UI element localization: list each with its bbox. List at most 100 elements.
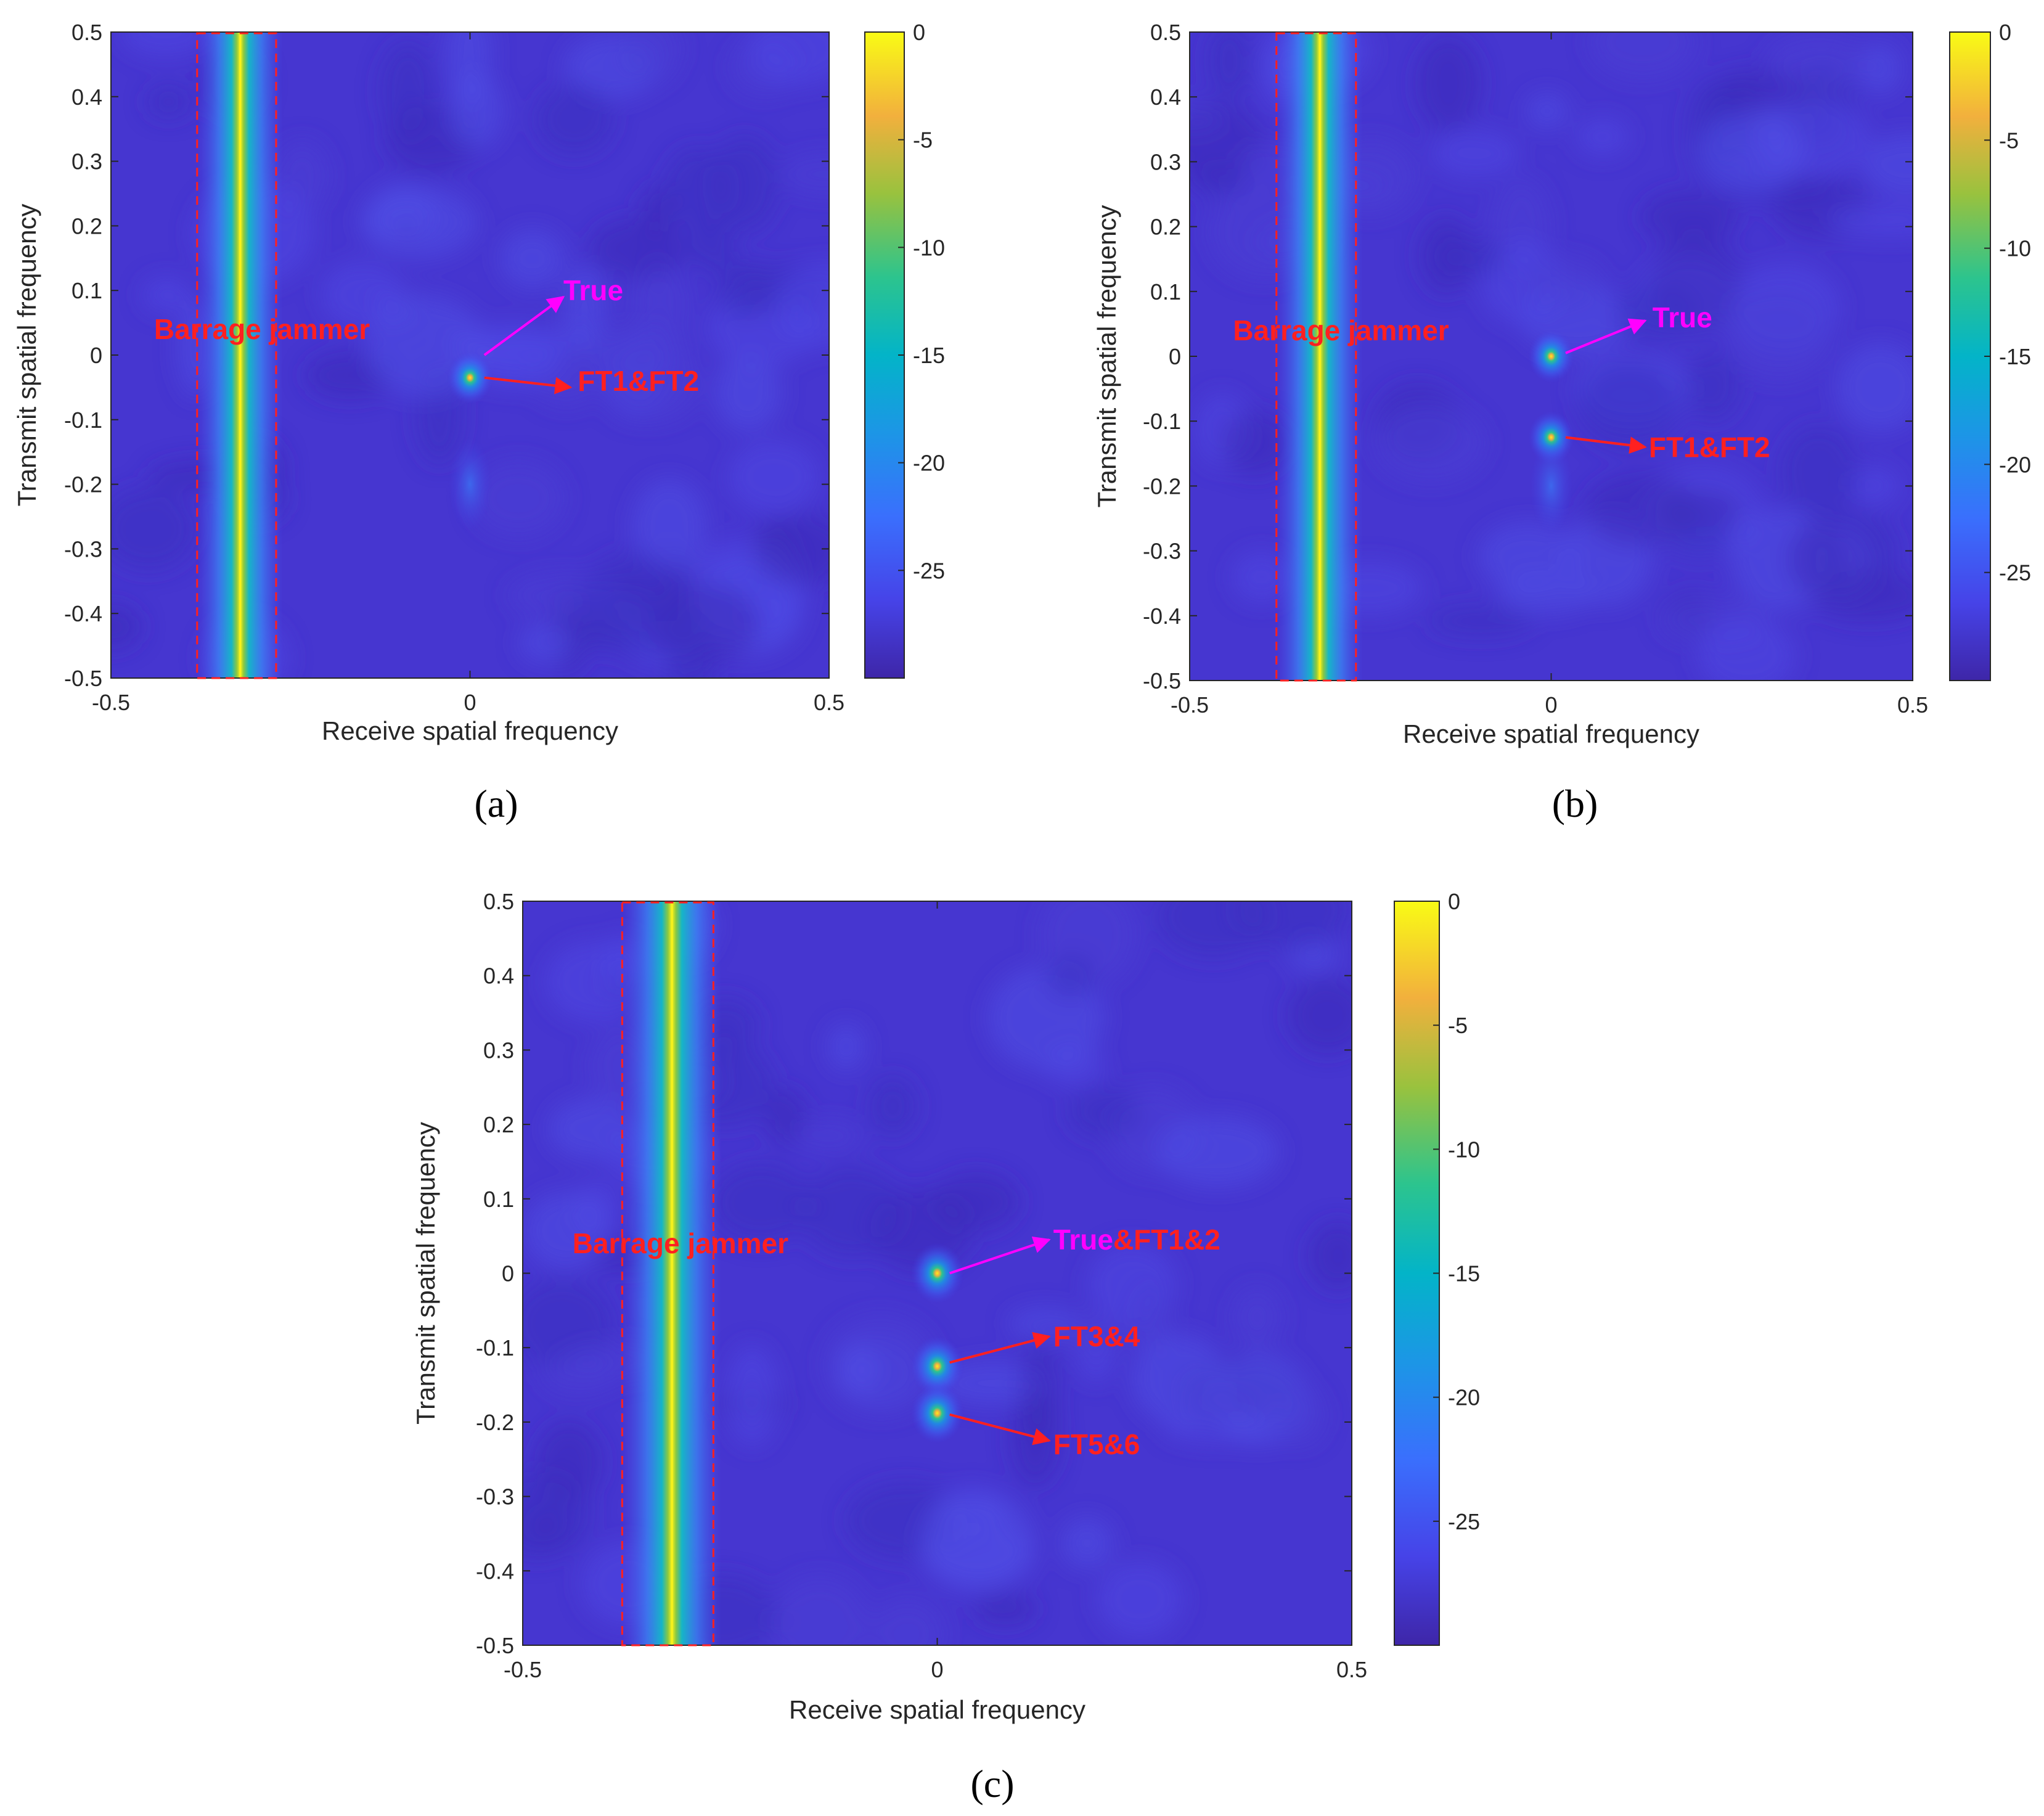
y-axis-label: Transmit spatial frequency [1092,205,1121,508]
y-tick-label: 0.5 [1150,20,1181,45]
y-tick-label: 0.1 [483,1187,514,1212]
y-tick-label: -0.2 [64,472,102,497]
y-tick-label: 0.5 [483,889,514,914]
panel-label: (a) [474,782,518,825]
noise-blotch [1431,129,1519,178]
noise-blotch [716,259,774,320]
colorbar-tick-label: -10 [1999,236,2031,261]
annotation-arrow [1565,436,1647,454]
y-tick-label: 0.4 [483,963,514,989]
noise-blotch [1415,35,1482,132]
annotation-text: FT5&6 [1053,1428,1140,1460]
target-peak [448,436,492,532]
jammer-dashed-box [1275,32,1357,682]
noise-blotch [727,440,820,514]
noise-blotch [1374,404,1487,483]
noise-blotch [379,41,437,141]
colorbar-tick-label: -20 [1999,452,2031,477]
y-tick-label: 0.1 [72,278,102,303]
noise-blotch [1497,574,1594,615]
noise-blotch [141,276,192,314]
annotation-label: True [1653,301,1712,333]
noise-blotch [471,459,566,538]
noise-blotch [1061,1517,1114,1569]
noise-blotch [869,1598,946,1645]
x-tick-label: 0 [931,1657,943,1682]
noise-blotch [563,265,607,354]
noise-blotch [1206,32,1253,100]
jammer-label: Barrage jammer [154,313,370,345]
colorbar-tick-label: -5 [913,128,933,153]
target-peak [910,1335,964,1397]
noise-blotch [1193,166,1248,199]
noise-blotch [1097,1561,1183,1638]
noise-blotch [748,32,829,86]
noise-blotch [769,1575,870,1645]
colorbar-tick-label: 0 [1999,20,2011,45]
noise-blotch [714,354,782,432]
noise-blotch [709,1162,813,1243]
jammer-dashed-box [196,32,277,679]
y-tick-label: -0.1 [64,407,102,433]
noise-blotch [1698,112,1805,194]
noise-blotch [1683,351,1742,422]
colorbar-tick-label: -20 [913,451,945,476]
y-tick-label: -0.3 [476,1484,514,1510]
colorbar-tick-label: -15 [913,343,945,368]
noise-blotch [709,135,779,233]
y-axis-label: Transmit spatial frequency [411,1122,440,1425]
x-tick-label: 0 [464,690,476,715]
noise-blotch [1232,901,1352,950]
colorbar-tick-label: 0 [913,20,925,45]
x-tick-label: 0.5 [814,690,844,715]
noise-blotch [687,220,737,274]
annotation-label: FT3&4 [1053,1320,1140,1352]
noise-blotch [1131,1333,1227,1425]
annotation-arrow [1565,318,1647,354]
y-axis-label: Transmit spatial frequency [12,204,41,507]
noise-blotch [1836,343,1913,432]
x-tick-label: -0.5 [92,690,130,715]
y-tick-label: 0 [502,1261,514,1286]
annotation-text: True [1653,301,1712,333]
y-tick-label: -0.5 [64,666,102,691]
noise-blotch [973,1592,1037,1626]
noise-blotch [632,478,707,573]
noise-blotch [1027,1314,1146,1350]
noise-blotch [1219,411,1292,476]
x-tick-label: 0.5 [1897,692,1928,718]
noise-blotch [1788,523,1843,596]
noise-blotch [827,1023,865,1071]
noise-blotch [541,1354,616,1394]
noise-blotch [120,32,211,57]
y-tick-label: 0.3 [1150,149,1181,174]
annotation-arrow [949,1413,1051,1446]
annotation-arrow [949,1331,1051,1364]
noise-blotch [777,261,829,350]
noise-blotch [499,228,565,288]
annotation-label: FT1&FT2 [1649,431,1770,463]
annotation-text: True [1053,1224,1113,1256]
x-tick-label: 0.5 [1336,1657,1367,1682]
heatmap-plot-area [111,32,829,678]
annotation-text-2: &FT1&2 [1113,1224,1220,1256]
noise-blotch [589,217,689,280]
annotation-text: True [563,274,623,306]
annotation-arrow [483,296,565,356]
y-tick-label: 0.5 [72,20,102,45]
noise-floor [1190,32,1913,681]
annotation-label: True [563,274,623,306]
noise-blotch [1275,1386,1326,1446]
noise-blotch [1862,134,1913,197]
noise-blotch [1286,976,1352,1054]
colorbar-tick-label: -20 [1448,1385,1480,1410]
jammer-label: Barrage jammer [1233,314,1449,346]
y-tick-label: -0.1 [1143,409,1181,434]
noise-blotch [1589,32,1696,80]
colorbar-tick-label: -5 [1448,1013,1468,1038]
colorbar-tick-label: -5 [1999,128,2019,153]
colorbar-tick-label: -10 [1448,1137,1480,1162]
y-tick-label: -0.5 [1143,668,1181,693]
colorbar [864,31,905,679]
